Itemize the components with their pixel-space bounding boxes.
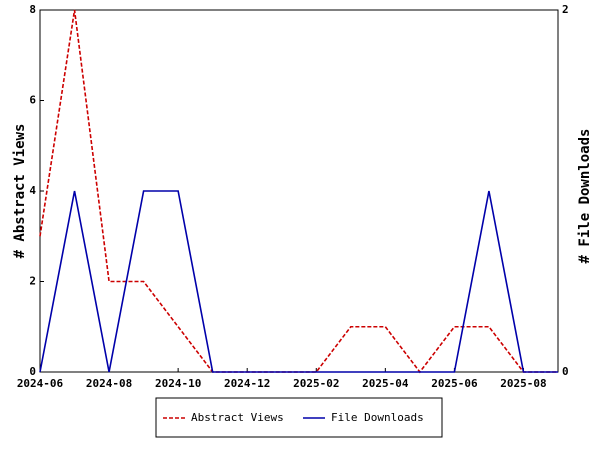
y-tick-label: 0 <box>29 365 36 378</box>
x-tick-label: 2025-08 <box>500 377 546 390</box>
legend: Abstract Views File Downloads <box>163 411 424 424</box>
plot-frame <box>39 9 559 373</box>
y-axis-label: # Abstract Views <box>12 124 28 259</box>
y-tick-label: 6 <box>29 94 36 107</box>
x-tick-label: 2025-02 <box>293 377 339 390</box>
legend-label: Abstract Views <box>191 411 284 424</box>
series-line <box>39 190 558 373</box>
legend-box <box>155 397 443 438</box>
y2-axis-label: # File Downloads <box>577 129 593 264</box>
x-tick-label: 2024-06 <box>17 377 64 390</box>
series-line <box>39 9 558 374</box>
y-tick-label: 8 <box>29 3 36 16</box>
y-tick-label: 2 <box>29 275 36 288</box>
y2-tick-label: 0 <box>562 365 569 378</box>
y-tick-label: 4 <box>29 184 36 197</box>
x-tick-label: 2025-04 <box>362 377 409 390</box>
x-tick-label: 2025-06 <box>431 377 478 390</box>
legend-label: File Downloads <box>331 411 424 424</box>
x-tick-label: 2024-08 <box>86 377 132 390</box>
x-tick-label: 2024-10 <box>155 377 201 390</box>
y2-tick-label: 2 <box>562 3 569 16</box>
x-tick-label: 2024-12 <box>224 377 270 390</box>
